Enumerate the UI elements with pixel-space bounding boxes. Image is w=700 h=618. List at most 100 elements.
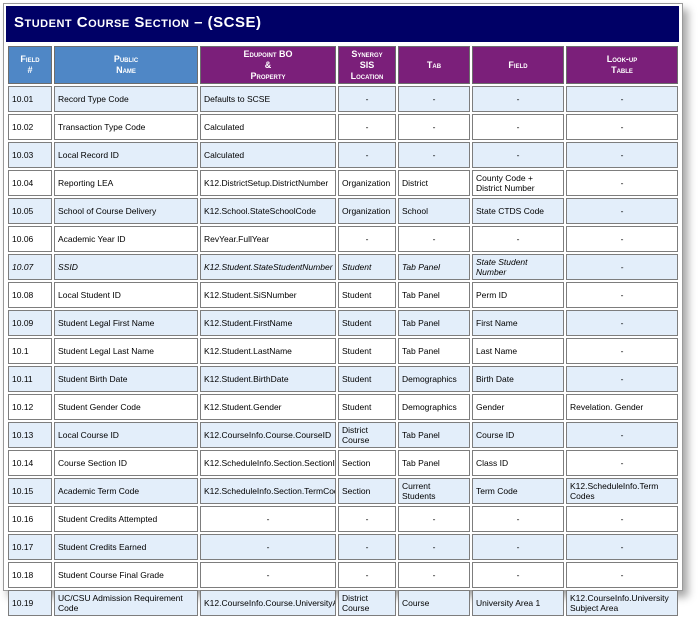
cell-field-number: 10.16 [8, 506, 52, 532]
header-tab: Tab [398, 46, 470, 84]
cell-synergy-location: Organization [338, 198, 396, 224]
cell-field: Gender [472, 394, 564, 420]
cell-tab: Demographics [398, 366, 470, 392]
cell-field-number: 10.19 [8, 590, 52, 616]
cell-field-number: 10.07 [8, 254, 52, 280]
cell-edupoint-property: K12.School.StateSchoolCode [200, 198, 336, 224]
cell-field-number: 10.12 [8, 394, 52, 420]
cell-edupoint-property: K12.Student.Gender [200, 394, 336, 420]
cell-public-name: Student Gender Code [54, 394, 198, 420]
cell-field-number: 10.03 [8, 142, 52, 168]
cell-public-name: School of Course Delivery [54, 198, 198, 224]
cell-public-name: Academic Term Code [54, 478, 198, 504]
cell-tab: School [398, 198, 470, 224]
cell-public-name: Record Type Code [54, 86, 198, 112]
table-row: 10.06 Academic Year ID RevYear.FullYear - - -… [8, 226, 678, 252]
cell-tab: Tab Panel [398, 282, 470, 308]
cell-edupoint-property: K12.Student.FirstName [200, 310, 336, 336]
cell-field: Birth Date [472, 366, 564, 392]
cell-edupoint-property: K12.Student.StateStudentNumber [200, 254, 336, 280]
table-row: 10.05 School of Course Delivery K12.School… [8, 198, 678, 224]
cell-field: County Code + District Number [472, 170, 564, 196]
cell-public-name: Local Course ID [54, 422, 198, 448]
cell-field-number: 10.15 [8, 478, 52, 504]
cell-synergy-location: - [338, 86, 396, 112]
cell-synergy-location: Student [338, 366, 396, 392]
cell-tab: Tab Panel [398, 450, 470, 476]
page-title: Student Course Section – (SCSE) [6, 6, 679, 42]
table-row: 10.1 Student Legal Last Name K12.Student.L… [8, 338, 678, 364]
cell-edupoint-property: - [200, 534, 336, 560]
table-row: 10.17 Student Credits Earned - - - - - [8, 534, 678, 560]
cell-field-number: 10.04 [8, 170, 52, 196]
cell-edupoint-property: K12.ScheduleInfo.Section.SectionID [200, 450, 336, 476]
cell-lookup-table: K12.CourseInfo.University Subject Area [566, 590, 678, 616]
table-row: 10.14 Course Section ID K12.ScheduleInfo.S… [8, 450, 678, 476]
cell-tab: Tab Panel [398, 310, 470, 336]
table-row: 10.13 Local Course ID K12.CourseInfo.Cours… [8, 422, 678, 448]
cell-edupoint-property: K12.Student.LastName [200, 338, 336, 364]
cell-public-name: Student Legal First Name [54, 310, 198, 336]
cell-field-number: 10.08 [8, 282, 52, 308]
cell-public-name: Student Legal Last Name [54, 338, 198, 364]
cell-tab: Current Students [398, 478, 470, 504]
cell-field: - [472, 506, 564, 532]
cell-tab: Course [398, 590, 470, 616]
table-row: 10.19 UC/CSU Admission Requirement Code K1… [8, 590, 678, 616]
table-row: 10.01 Record Type Code Defaults to SCSE - - -… [8, 86, 678, 112]
cell-field: University Area 1 [472, 590, 564, 616]
table-row: 10.07 SSID K12.Student.StateStudentNumber S… [8, 254, 678, 280]
cell-lookup-table: - [566, 254, 678, 280]
cell-field: First Name [472, 310, 564, 336]
cell-edupoint-property: Calculated [200, 142, 336, 168]
table-row: 10.08 Local Student ID K12.Student.SiSNumb… [8, 282, 678, 308]
cell-edupoint-property: K12.Student.SiSNumber [200, 282, 336, 308]
cell-lookup-table: - [566, 506, 678, 532]
table-row: 10.11 Student Birth Date K12.Student.Birth… [8, 366, 678, 392]
header-public-name: Public Name [54, 46, 198, 84]
cell-edupoint-property: - [200, 506, 336, 532]
cell-field-number: 10.09 [8, 310, 52, 336]
cell-field: - [472, 86, 564, 112]
cell-edupoint-property: Calculated [200, 114, 336, 140]
cell-lookup-table: - [566, 338, 678, 364]
field-mapping-table: Field # Public Name Edupoint BO & Proper… [6, 44, 680, 618]
header-edupoint-bo-property: Edupoint BO & Property [200, 46, 336, 84]
cell-field-number: 10.05 [8, 198, 52, 224]
cell-synergy-location: - [338, 562, 396, 588]
cell-public-name: Student Course Final Grade [54, 562, 198, 588]
cell-synergy-location: Student [338, 338, 396, 364]
cell-tab: - [398, 142, 470, 168]
cell-synergy-location: - [338, 142, 396, 168]
cell-field-number: 10.17 [8, 534, 52, 560]
cell-field-number: 10.13 [8, 422, 52, 448]
cell-field: Class ID [472, 450, 564, 476]
cell-field: Last Name [472, 338, 564, 364]
cell-tab: - [398, 506, 470, 532]
cell-public-name: Academic Year ID [54, 226, 198, 252]
cell-public-name: Course Section ID [54, 450, 198, 476]
cell-field-number: 10.02 [8, 114, 52, 140]
cell-public-name: Student Credits Attempted [54, 506, 198, 532]
cell-lookup-table: - [566, 86, 678, 112]
cell-field: Perm ID [472, 282, 564, 308]
cell-synergy-location: Organization [338, 170, 396, 196]
cell-tab: Tab Panel [398, 338, 470, 364]
cell-field-number: 10.1 [8, 338, 52, 364]
cell-public-name: SSID [54, 254, 198, 280]
cell-public-name: UC/CSU Admission Requirement Code [54, 590, 198, 616]
cell-synergy-location: District Course [338, 422, 396, 448]
cell-synergy-location: - [338, 226, 396, 252]
cell-tab: Tab Panel [398, 422, 470, 448]
cell-field: - [472, 534, 564, 560]
cell-field: State CTDS Code [472, 198, 564, 224]
cell-edupoint-property: K12.CourseInfo.Course.CourseID [200, 422, 336, 448]
cell-lookup-table: - [566, 366, 678, 392]
cell-lookup-table: - [566, 142, 678, 168]
table-row: 10.15 Academic Term Code K12.ScheduleInfo.… [8, 478, 678, 504]
cell-field-number: 10.14 [8, 450, 52, 476]
cell-tab: - [398, 534, 470, 560]
cell-synergy-location: Student [338, 310, 396, 336]
cell-edupoint-property: K12.DistrictSetup.DistrictNumber [200, 170, 336, 196]
cell-synergy-location: Student [338, 254, 396, 280]
